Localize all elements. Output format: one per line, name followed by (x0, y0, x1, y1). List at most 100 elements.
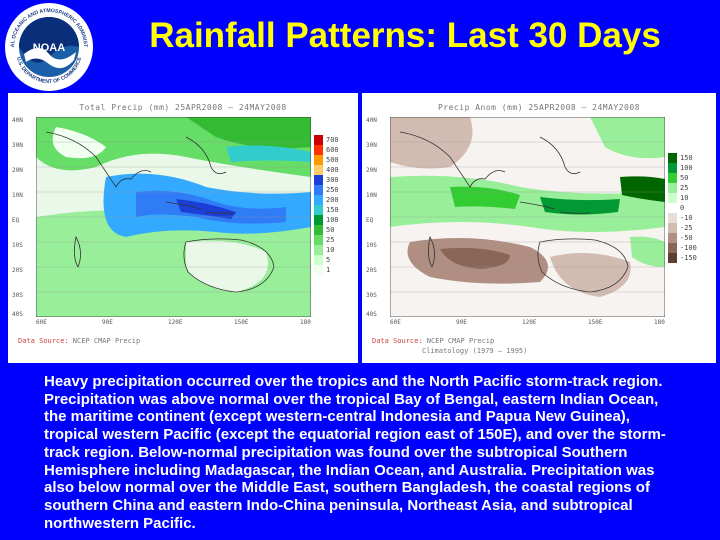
legend-label: 250 (326, 186, 339, 194)
precip-anomaly-panel: Precip Anom (mm) 25APR2008 – 24MAY2008 (362, 93, 716, 363)
legend-label: 400 (326, 166, 339, 174)
legend-swatch (668, 183, 677, 193)
legend-entry: -25 (668, 223, 704, 233)
legend-swatch (668, 223, 677, 233)
lat-label: 20N (366, 167, 377, 174)
legend-entry: 200 (314, 195, 350, 205)
legend-label: -150 (680, 254, 697, 262)
precip-anomaly-title: Precip Anom (mm) 25APR2008 – 24MAY2008 (437, 103, 641, 112)
legend-swatch (668, 163, 677, 173)
legend-entry: 400 (314, 165, 350, 175)
precip-anomaly-map (390, 117, 665, 317)
legend-swatch (314, 175, 323, 185)
lon-label: 180 (300, 319, 311, 326)
lat-label: 20S (366, 267, 377, 274)
lon-label: 150E (588, 319, 603, 326)
legend-swatch (668, 253, 677, 263)
legend-entry: 100 (668, 163, 704, 173)
lat-label: 40N (366, 117, 377, 124)
legend-swatch (314, 245, 323, 255)
legend-label: 700 (326, 136, 339, 144)
legend-label: 500 (326, 156, 339, 164)
lat-label: 40S (366, 311, 377, 318)
legend-entry: 600 (314, 145, 350, 155)
legend-entry: 250 (314, 185, 350, 195)
lat-label: 10N (12, 192, 23, 199)
legend-label: 0 (680, 204, 685, 212)
legend-swatch (668, 153, 677, 163)
total-precip-source: Data Source: NCEP CMAP Precip (18, 337, 140, 345)
lon-label: 120E (168, 319, 183, 326)
lon-label: 90E (456, 319, 467, 326)
legend-entry: 25 (668, 183, 704, 193)
legend-entry: 150 (314, 205, 350, 215)
noaa-logo: NOAA NATIONAL OCEANIC AND ATMOSPHERIC AD… (2, 0, 94, 92)
legend-label: -25 (680, 224, 693, 232)
legend-label: 300 (326, 176, 339, 184)
caption-text: Heavy precipitation occurred over the tr… (44, 373, 666, 532)
lon-label: 120E (522, 319, 537, 326)
source-value: NCEP CMAP Precip (72, 337, 141, 345)
legend-entry: 100 (314, 215, 350, 225)
lon-label: 180 (654, 319, 665, 326)
legend-entry: 5 (314, 255, 350, 265)
legend-label: 100 (326, 216, 339, 224)
legend-swatch (314, 225, 323, 235)
legend-entry: 0 (668, 203, 704, 213)
legend-label: 25 (326, 236, 335, 244)
legend-entry: 50 (314, 225, 350, 235)
lat-label: 10S (366, 242, 377, 249)
legend-label: 200 (326, 196, 339, 204)
lon-label: 90E (102, 319, 113, 326)
legend-entry: 150 (668, 153, 704, 163)
legend-swatch (314, 235, 323, 245)
legend-swatch (314, 155, 323, 165)
lat-label: 10S (12, 242, 23, 249)
legend-entry: 10 (314, 245, 350, 255)
total-precip-title: Total Precip (mm) 25APR2008 – 24MAY2008 (79, 103, 287, 112)
legend-label: 25 (680, 184, 689, 192)
slide-title: Rainfall Patterns: Last 30 Days (149, 16, 661, 55)
lon-label: 60E (36, 319, 47, 326)
legend-entry: -50 (668, 233, 704, 243)
lon-label: 60E (390, 319, 401, 326)
lat-label: 40N (12, 117, 23, 124)
total-precip-panel: Total Precip (mm) 25APR2008 – 24MAY2008 (8, 93, 358, 363)
legend-label: 600 (326, 146, 339, 154)
legend-label: 50 (326, 226, 335, 234)
legend-label: 100 (680, 164, 693, 172)
legend-swatch (668, 173, 677, 183)
source-value: NCEP CMAP Precip (426, 337, 495, 345)
precip-anomaly-source: Data Source: NCEP CMAP Precip (372, 337, 494, 345)
source-label: Data Source: (18, 337, 69, 345)
legend-swatch (314, 135, 323, 145)
legend-label: 5 (326, 256, 331, 264)
legend-swatch (314, 265, 323, 275)
lat-label: 10N (366, 192, 377, 199)
lat-label: 40S (12, 311, 23, 318)
legend-swatch (314, 205, 323, 215)
legend-swatch (314, 255, 323, 265)
legend-swatch (668, 203, 677, 213)
legend-swatch (668, 243, 677, 253)
legend-swatch (314, 215, 323, 225)
lat-label: EQ (366, 217, 374, 224)
climatology-note: Climatology (1979 – 1995) (422, 347, 528, 355)
legend-entry: -150 (668, 253, 704, 263)
lat-label: 30S (12, 292, 23, 299)
legend-entry: 50 (668, 173, 704, 183)
legend-swatch (314, 195, 323, 205)
logo-center-text: NOAA (33, 42, 65, 54)
legend-swatch (314, 145, 323, 155)
lat-label: 30S (366, 292, 377, 299)
legend-entry: 1 (314, 265, 350, 275)
lat-label: 30N (366, 142, 377, 149)
legend-label: 150 (680, 154, 693, 162)
legend-entry: -10 (668, 213, 704, 223)
legend-entry: 25 (314, 235, 350, 245)
legend-label: -50 (680, 234, 693, 242)
lat-label: 30N (12, 142, 23, 149)
lat-label: EQ (12, 217, 20, 224)
legend-entry: 700 (314, 135, 350, 145)
legend-label: -10 (680, 214, 693, 222)
